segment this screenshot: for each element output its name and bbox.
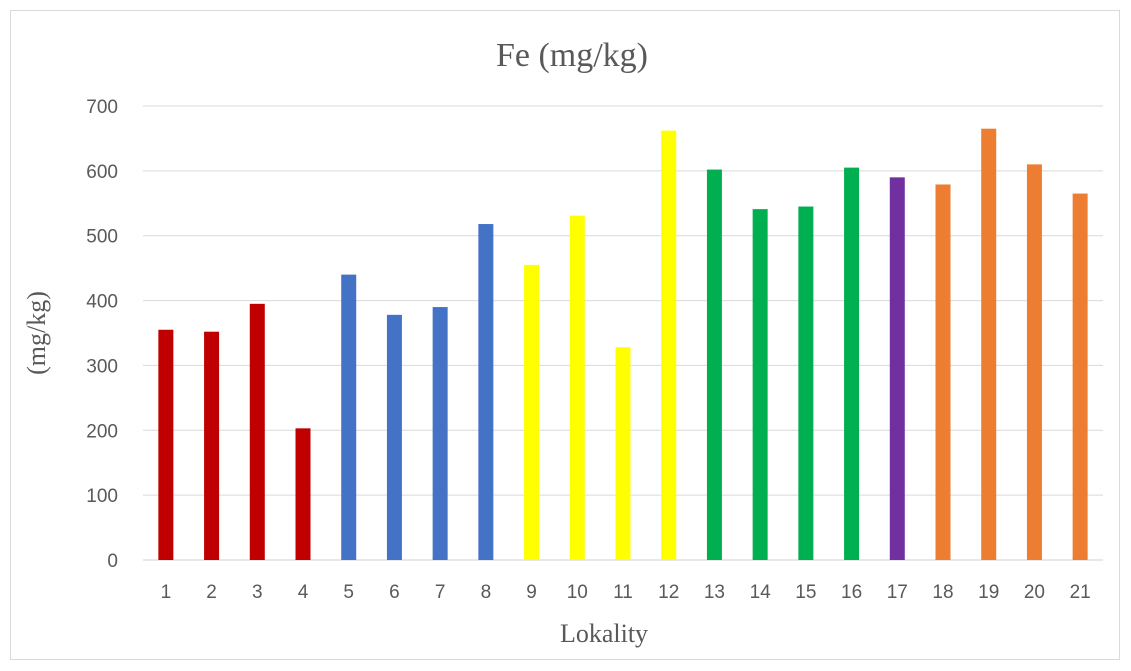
y-tick-label: 700 [86, 97, 118, 118]
bar [432, 307, 448, 560]
y-tick-label: 400 [86, 292, 118, 313]
x-axis-ticks: 1 2 3 4 5 6 7 8 9 10 11 12 13 14 15 16 17 18 19 20 21 [161, 582, 1091, 603]
y-axis-title: (mg/kg) [22, 291, 51, 375]
x-tick-label: 16 [841, 582, 862, 603]
x-tick-label: 5 [343, 582, 354, 603]
bar [706, 169, 722, 560]
bar [752, 209, 768, 560]
bars [158, 128, 1088, 561]
x-tick-label: 18 [932, 582, 953, 603]
bar [478, 224, 494, 561]
x-tick-label: 19 [978, 582, 999, 603]
y-tick-label: 500 [86, 227, 118, 248]
bar [158, 329, 174, 560]
x-tick-label: 21 [1070, 582, 1091, 603]
y-tick-label: 100 [86, 486, 118, 507]
x-tick-label: 8 [481, 582, 492, 603]
x-tick-label: 12 [658, 582, 679, 603]
y-tick-label: 300 [86, 356, 118, 377]
x-tick-label: 20 [1024, 582, 1045, 603]
bar [798, 206, 814, 560]
x-tick-label: 17 [887, 582, 908, 603]
bar [249, 303, 265, 560]
x-tick-label: 3 [252, 582, 263, 603]
x-axis-title: Lokality [560, 619, 648, 648]
x-tick-label: 15 [795, 582, 816, 603]
bar [569, 215, 585, 560]
bar [661, 130, 677, 560]
x-tick-label: 14 [750, 582, 772, 603]
x-tick-label: 7 [435, 582, 446, 603]
y-axis-ticks: 0 100 200 300 400 500 600 700 [86, 97, 118, 572]
bar [615, 347, 631, 560]
x-tick-label: 2 [206, 582, 217, 603]
x-tick-label: 1 [161, 582, 172, 603]
chart-title: Fe (mg/kg) [496, 37, 648, 74]
x-tick-label: 11 [613, 582, 633, 603]
y-tick-label: 600 [86, 162, 118, 183]
bar [524, 264, 540, 560]
bar [981, 128, 997, 560]
x-tick-label: 10 [567, 582, 588, 603]
bar [295, 428, 311, 560]
x-tick-label: 6 [389, 582, 400, 603]
x-tick-label: 13 [704, 582, 725, 603]
bar [935, 184, 951, 560]
x-tick-label: 9 [526, 582, 537, 603]
y-tick-label: 0 [107, 551, 118, 572]
bar [1026, 164, 1042, 560]
bar [204, 331, 220, 560]
bar [1072, 193, 1088, 561]
bar [341, 274, 357, 560]
bar [889, 177, 905, 561]
bar [386, 314, 402, 560]
bar [844, 167, 860, 560]
x-tick-label: 4 [298, 582, 309, 603]
y-tick-label: 200 [86, 421, 118, 442]
chart-frame [10, 10, 1120, 660]
